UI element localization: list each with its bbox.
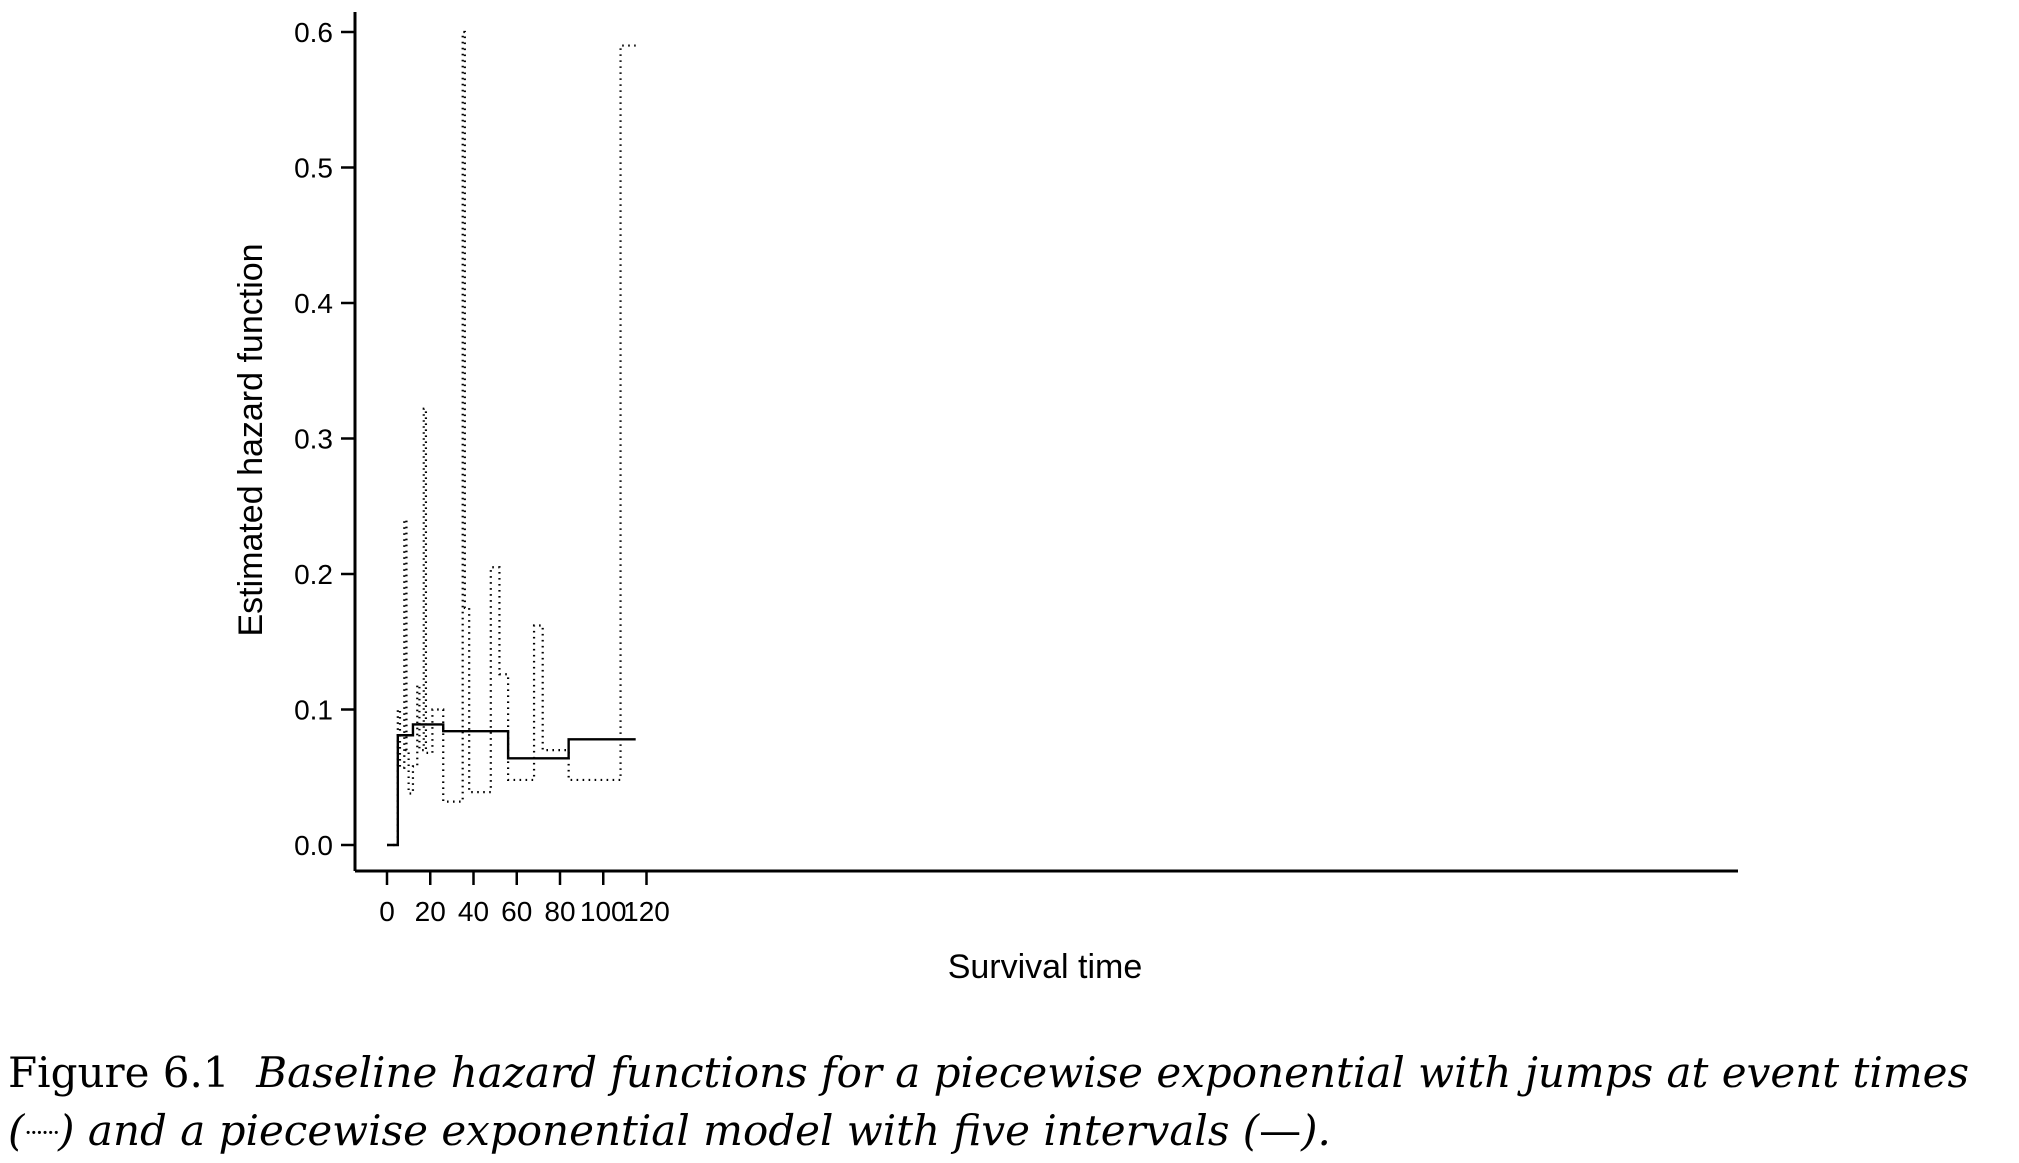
caption-text-1: Baseline hazard functions for a piecewis… — [8, 1048, 1970, 1155]
dotted-line-symbol: ······ — [24, 1119, 60, 1147]
x-tick-label: 120 — [623, 896, 670, 927]
caption-text-2: ) and a piecewise exponential model with… — [58, 1106, 1260, 1155]
y-tick-label: 0.0 — [294, 830, 333, 861]
x-tick-label: 0 — [379, 896, 395, 927]
x-tick-label: 20 — [415, 896, 446, 927]
y-axis-label: Estimated hazard function — [232, 243, 270, 636]
y-tick-label: 0.2 — [294, 559, 333, 590]
x-tick-label: 80 — [544, 896, 575, 927]
series-line-dotted — [387, 30, 636, 847]
x-tick-label: 60 — [501, 896, 532, 927]
x-axis-label: Survival time — [948, 948, 1143, 986]
y-tick-label: 0.3 — [294, 424, 333, 455]
y-tick-label: 0.5 — [294, 153, 333, 184]
y-tick-label: 0.4 — [294, 288, 333, 319]
x-tick-label: 100 — [580, 896, 627, 927]
caption-text-3: ). — [1301, 1106, 1331, 1155]
solid-line-symbol: — — [1259, 1106, 1302, 1155]
series-group — [387, 30, 636, 847]
y-tick-label: 0.1 — [294, 695, 333, 726]
figure-number: Figure 6.1 — [8, 1048, 230, 1097]
y-tick-label: 0.6 — [294, 17, 333, 48]
x-tick-label: 40 — [458, 896, 489, 927]
series-line-solid — [387, 723, 636, 847]
figure-caption: Figure 6.1 Baseline hazard functions for… — [8, 1044, 2013, 1162]
